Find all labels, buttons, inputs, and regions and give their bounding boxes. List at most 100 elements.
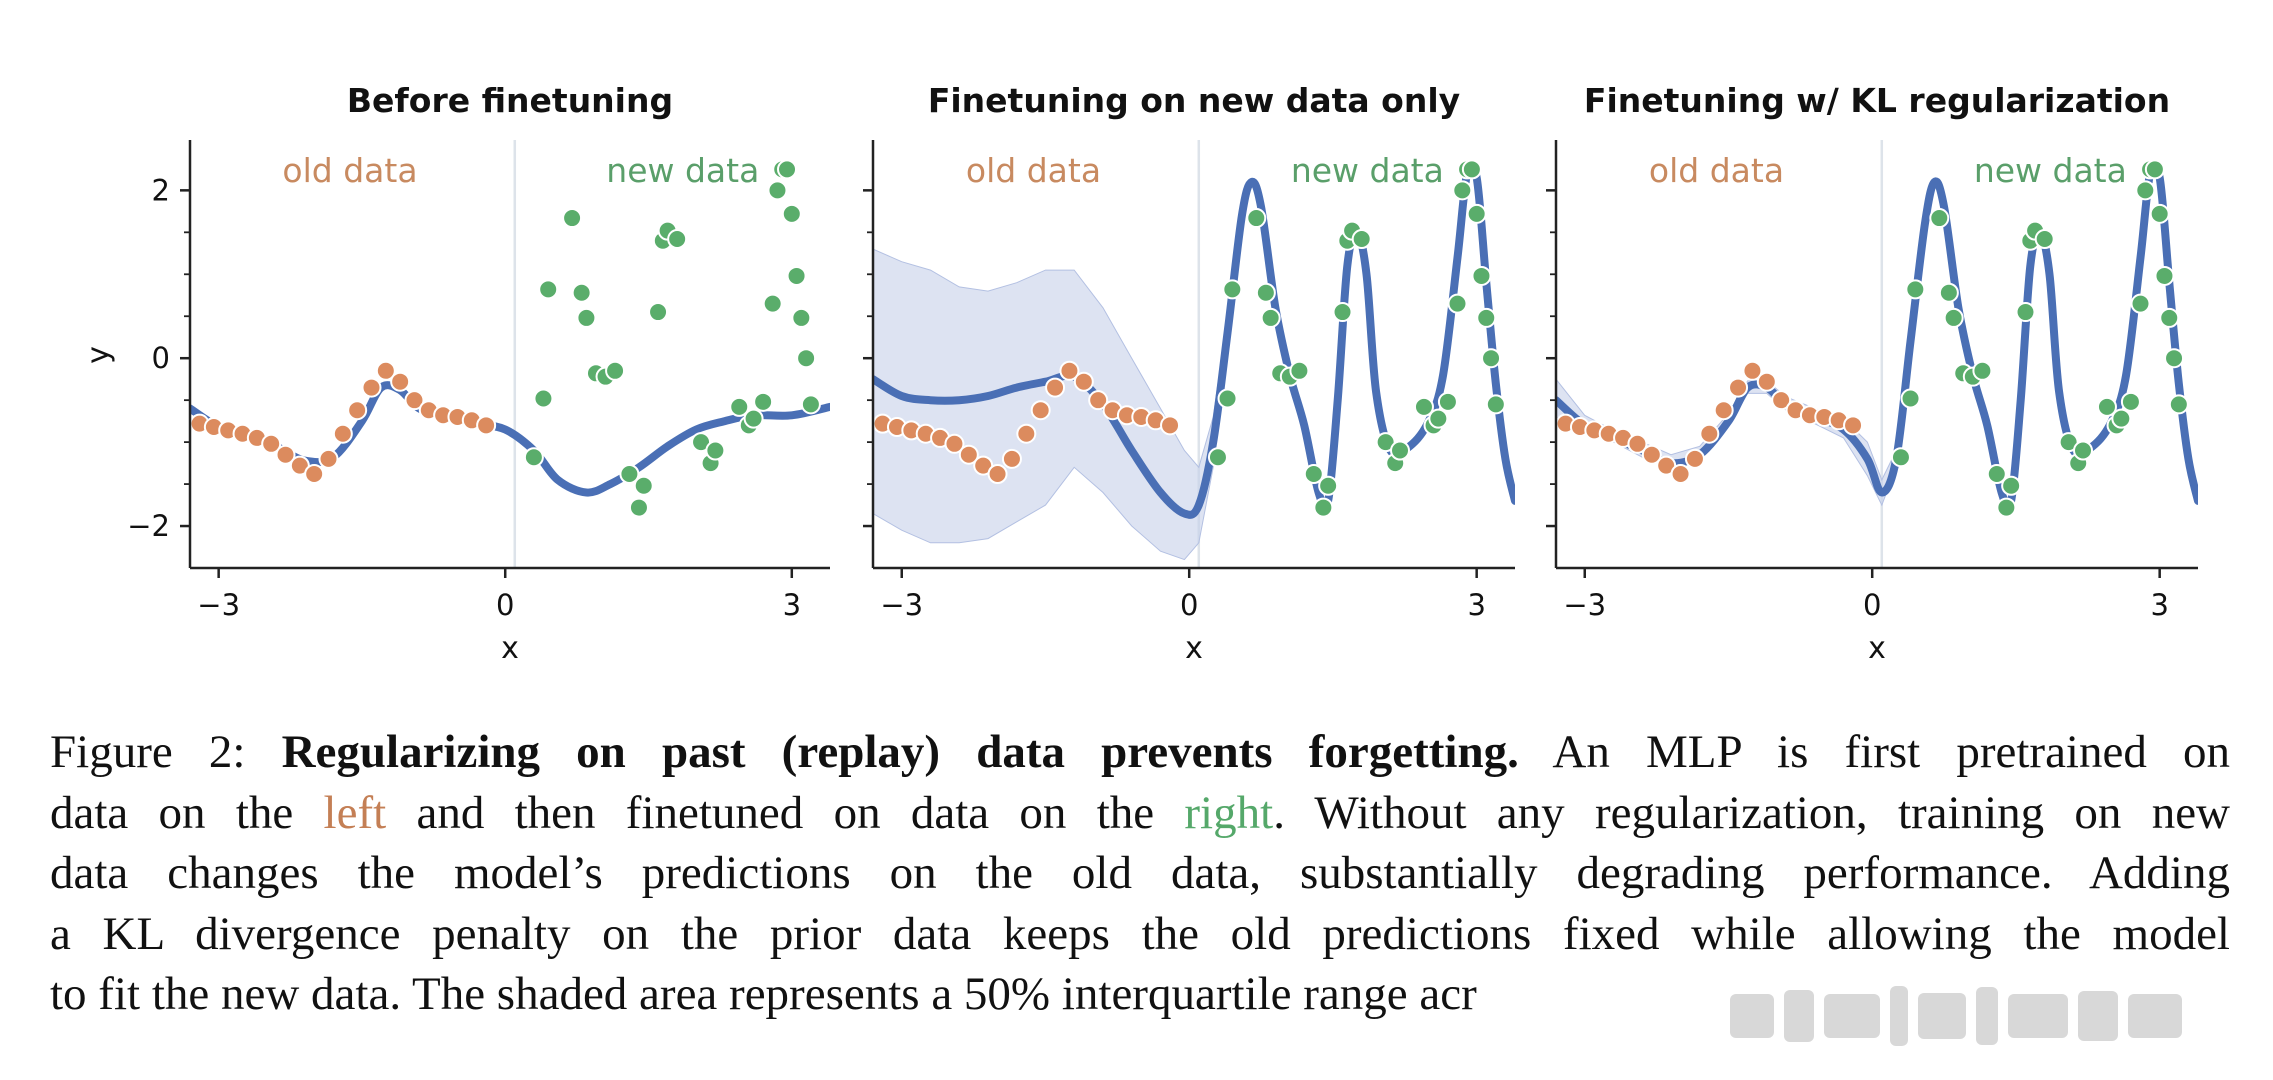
new-data-point bbox=[667, 229, 688, 250]
old-data-point bbox=[1641, 444, 1662, 465]
new-data-point bbox=[2073, 440, 2094, 461]
new-data-point bbox=[729, 396, 750, 417]
panel-title: Finetuning on new data only bbox=[928, 81, 1460, 120]
y-tick-label: 0 bbox=[152, 341, 170, 375]
new-data-label: new data bbox=[1291, 151, 1444, 190]
new-data-point bbox=[1929, 208, 1950, 229]
panel-1: Before finetuning old data new data −3 0 3 2 0 −… bbox=[81, 81, 830, 666]
old-data-point bbox=[958, 444, 979, 465]
old-data-point bbox=[1699, 423, 1720, 444]
new-data-point bbox=[648, 302, 669, 323]
new-data-point bbox=[2135, 180, 2156, 201]
new-data-point bbox=[1972, 360, 1993, 381]
x-axis-label: x bbox=[1185, 631, 1203, 666]
new-data-point bbox=[1437, 391, 1458, 412]
panel-3: Finetuning w/ KL regularization old data n… bbox=[1546, 81, 2198, 666]
interquartile-band bbox=[873, 248, 1228, 561]
new-data-point bbox=[1332, 302, 1353, 323]
x-tick-label: 0 bbox=[1180, 588, 1198, 622]
old-data-point bbox=[1073, 371, 1094, 392]
caption-line: to fit the new data. The shaded area rep… bbox=[50, 964, 2230, 1025]
new-data-point bbox=[1452, 180, 1473, 201]
new-data-point bbox=[1461, 159, 1482, 180]
caption-text: to fit the new data. The shaded area rep… bbox=[50, 968, 1477, 1020]
old-data-point bbox=[1713, 400, 1734, 421]
new-data-point bbox=[1303, 464, 1324, 485]
new-data-point bbox=[2144, 159, 2165, 180]
new-data-point bbox=[1260, 307, 1281, 328]
old-data-point bbox=[347, 400, 368, 421]
plot-area bbox=[190, 140, 830, 568]
old-data-point bbox=[1045, 377, 1066, 398]
new-data-point bbox=[562, 208, 583, 229]
new-data-point bbox=[777, 159, 798, 180]
new-data-point bbox=[800, 394, 821, 415]
x-tick-label: 3 bbox=[783, 588, 801, 622]
new-data-label: new data bbox=[1974, 151, 2127, 190]
old-data-point bbox=[261, 433, 282, 454]
new-data-point bbox=[2149, 203, 2170, 224]
panel-2: Finetuning on new data only old data new d… bbox=[863, 81, 1515, 666]
new-data-point bbox=[619, 464, 640, 485]
y-tick-label: −2 bbox=[127, 509, 170, 543]
new-data-point bbox=[1447, 293, 1468, 314]
new-data-label: new data bbox=[606, 151, 759, 190]
new-data-point bbox=[796, 348, 817, 369]
old-data-point bbox=[1016, 423, 1037, 444]
new-data-point bbox=[2001, 475, 2022, 496]
x-tick-label: −3 bbox=[880, 588, 923, 622]
new-data-point bbox=[2015, 302, 2036, 323]
old-data-point bbox=[390, 371, 411, 392]
old-data-point bbox=[1756, 371, 1777, 392]
new-data-point bbox=[2111, 408, 2132, 429]
y-tick-label: 2 bbox=[152, 173, 170, 207]
x-axis-label: x bbox=[501, 631, 519, 666]
caption-line: a KL divergence penalty on the prior dat… bbox=[50, 904, 2230, 965]
new-data-point bbox=[605, 360, 626, 381]
x-tick-label: 0 bbox=[1863, 588, 1881, 622]
new-data-point bbox=[1900, 388, 1921, 409]
caption-text: . Without any regularization, training o… bbox=[1273, 786, 2231, 839]
old-data-label: old data bbox=[282, 151, 417, 190]
new-data-point bbox=[571, 282, 592, 303]
new-data-point bbox=[1466, 203, 1487, 224]
old-data-label: old data bbox=[966, 151, 1101, 190]
new-data-point bbox=[1428, 408, 1449, 429]
new-data-point bbox=[1938, 282, 1959, 303]
new-data-point bbox=[1890, 447, 1911, 468]
old-data-point bbox=[1030, 400, 1051, 421]
plot-area bbox=[1556, 140, 2198, 568]
new-data-point bbox=[1313, 497, 1334, 518]
old-data-point bbox=[1627, 433, 1648, 454]
old-data-point bbox=[1742, 360, 1763, 381]
new-data-point bbox=[1986, 464, 2007, 485]
old-data-point bbox=[1088, 390, 1109, 411]
caption-text: data changes the model’s predictions on … bbox=[50, 847, 2230, 899]
old-data-point bbox=[476, 415, 497, 436]
new-data-point bbox=[781, 203, 802, 224]
old-data-point bbox=[1160, 415, 1181, 436]
new-data-point bbox=[533, 388, 554, 409]
x-axis-label: x bbox=[1868, 631, 1886, 666]
caption-bold-text: Regularizing on past (replay) data preve… bbox=[281, 726, 1519, 778]
watermark bbox=[1720, 980, 2260, 1052]
new-data-point bbox=[2164, 348, 2185, 369]
caption-text: Figure 2: bbox=[50, 726, 282, 778]
new-data-point bbox=[1289, 360, 1310, 381]
x-tick-label: 0 bbox=[496, 588, 514, 622]
new-data-point bbox=[1905, 279, 1926, 300]
new-data-point bbox=[1413, 396, 1434, 417]
new-data-point bbox=[538, 279, 559, 300]
caption-text: data on the bbox=[50, 786, 324, 839]
x-tick-label: −3 bbox=[1563, 588, 1606, 622]
new-data-point bbox=[762, 293, 783, 314]
old-data-label: old data bbox=[1649, 151, 1784, 190]
caption-right-word: right bbox=[1184, 786, 1274, 839]
new-data-point bbox=[1351, 229, 1372, 250]
new-data-point bbox=[767, 180, 788, 201]
new-data-point bbox=[2168, 394, 2189, 415]
new-data-point bbox=[1476, 307, 1497, 328]
new-data-point bbox=[628, 497, 649, 518]
new-data-point bbox=[743, 408, 764, 429]
old-data-point bbox=[987, 464, 1008, 485]
